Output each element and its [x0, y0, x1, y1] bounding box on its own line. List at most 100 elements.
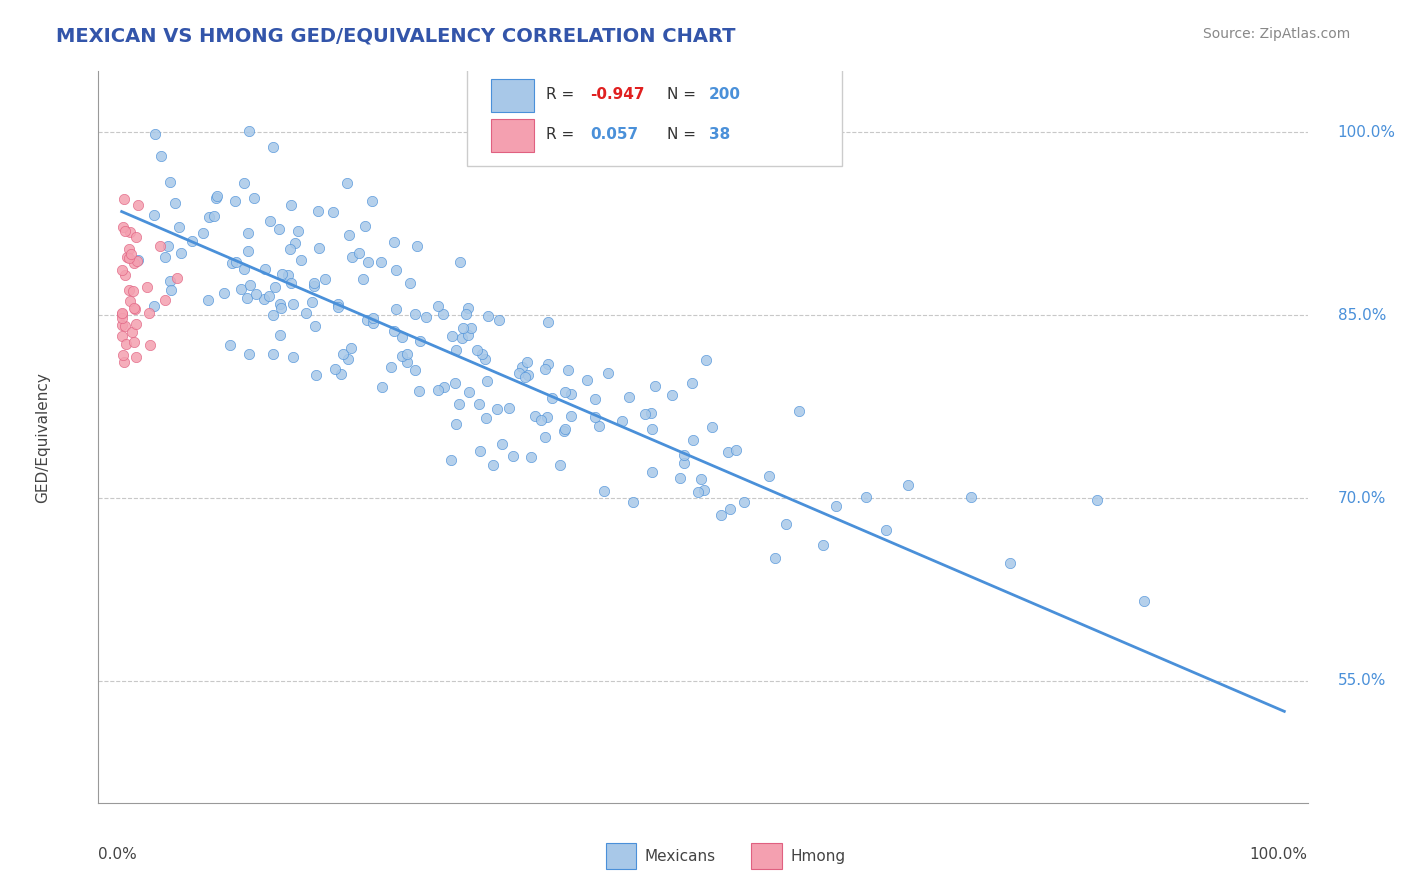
Text: 70.0%: 70.0% [1339, 491, 1386, 506]
Point [427, 299, 450, 313]
Text: 85.0%: 85.0% [1339, 308, 1386, 323]
Point [470, 347, 492, 361]
Point [673, 456, 696, 470]
Point [533, 362, 555, 376]
Point [238, 124, 260, 138]
Point [717, 445, 740, 459]
Point [1133, 594, 1156, 608]
Point [554, 422, 576, 436]
Point [451, 321, 474, 335]
Point [120, 294, 142, 309]
Point [516, 355, 538, 369]
Point [115, 251, 138, 265]
Point [122, 255, 145, 269]
Point [596, 366, 619, 380]
Point [695, 352, 717, 367]
Point [710, 508, 733, 522]
Point [583, 409, 606, 424]
Point [456, 307, 478, 321]
Bar [606, 843, 637, 869]
Point [449, 255, 471, 269]
Point [159, 175, 181, 189]
Point [336, 176, 359, 190]
Point [758, 469, 780, 483]
Point [360, 194, 382, 209]
Point [253, 292, 276, 306]
Text: 0.057: 0.057 [591, 128, 638, 143]
Point [262, 309, 284, 323]
Point [391, 349, 413, 363]
Point [432, 307, 454, 321]
Point [640, 406, 662, 420]
Point [682, 434, 704, 448]
Point [294, 306, 316, 320]
Point [998, 556, 1021, 570]
Point [340, 250, 363, 264]
Point [111, 328, 134, 343]
Point [404, 307, 426, 321]
Point [280, 198, 302, 212]
Point [267, 221, 290, 235]
Point [398, 277, 420, 291]
Point [304, 278, 326, 293]
Point [329, 367, 352, 381]
Text: -0.947: -0.947 [591, 87, 645, 103]
Bar [492, 78, 534, 112]
Point [125, 350, 148, 364]
Point [301, 295, 323, 310]
Text: 100.0%: 100.0% [1250, 847, 1308, 862]
Point [114, 319, 136, 334]
Point [153, 293, 176, 308]
Point [111, 307, 134, 321]
Point [415, 310, 437, 325]
Point [510, 359, 533, 374]
Point [114, 268, 136, 282]
Bar [751, 843, 782, 869]
Text: R =: R = [546, 128, 579, 143]
Point [262, 347, 284, 361]
Point [444, 343, 467, 358]
Point [202, 209, 225, 223]
Point [391, 330, 413, 344]
Point [322, 204, 344, 219]
Point [159, 274, 181, 288]
Point [775, 516, 797, 531]
Point [485, 401, 508, 416]
Point [641, 465, 664, 479]
Point [238, 347, 260, 361]
Point [446, 417, 468, 432]
Point [457, 328, 479, 343]
Point [960, 491, 983, 505]
Point [356, 313, 378, 327]
Point [233, 262, 256, 277]
Point [167, 219, 190, 234]
Point [323, 361, 346, 376]
Point [855, 490, 877, 504]
Point [593, 483, 616, 498]
Point [536, 409, 558, 424]
Point [370, 255, 392, 269]
Point [449, 397, 471, 411]
Point [475, 411, 498, 425]
Point [150, 149, 173, 163]
Point [897, 478, 920, 492]
Point [688, 485, 710, 500]
Point [142, 299, 165, 313]
Point [530, 413, 553, 427]
Point [633, 408, 655, 422]
Point [125, 318, 148, 332]
Text: N =: N = [666, 128, 700, 143]
Point [409, 334, 432, 348]
Point [326, 296, 349, 310]
Point [121, 325, 143, 339]
Point [336, 351, 359, 366]
Point [661, 388, 683, 402]
Point [122, 284, 145, 298]
Point [340, 341, 363, 355]
Bar [492, 119, 534, 152]
Point [204, 191, 226, 205]
Text: 38: 38 [709, 128, 730, 143]
Point [640, 422, 662, 436]
Point [302, 276, 325, 290]
Point [136, 280, 159, 294]
